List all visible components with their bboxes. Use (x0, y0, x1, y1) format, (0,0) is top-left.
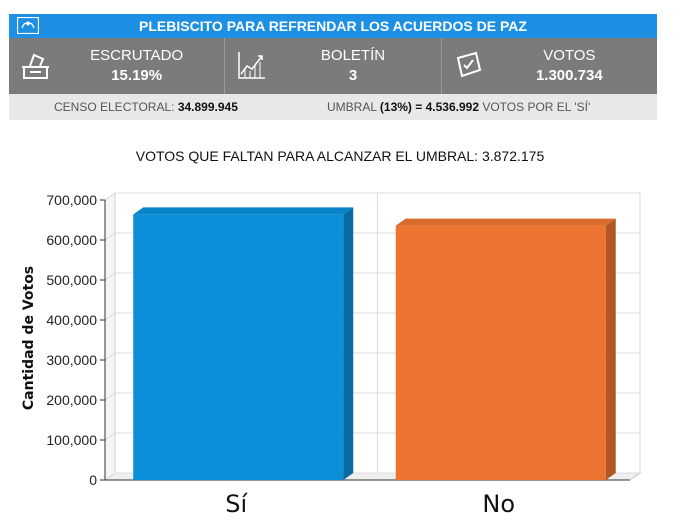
x-tick-label: Sí (225, 490, 248, 518)
gridline (104, 192, 640, 201)
x-tick-label: No (482, 490, 515, 518)
y-tick-label: 600,000 (46, 232, 97, 248)
vote-hand-icon (456, 51, 481, 78)
y-tick-label: 200,000 (46, 392, 97, 408)
census-info: CENSO ELECTORAL: 34.899.945 (54, 100, 238, 114)
stat-value: 3 (348, 67, 358, 84)
bar-side-0 (343, 207, 354, 480)
stat-votos: VOTOS 1.300.734 (440, 38, 657, 94)
page-title: PLEBISCITO PARA REFRENDAR LOS ACUERDOS D… (139, 18, 527, 34)
y-tick-label: 500,000 (46, 272, 97, 288)
y-tick-label: 300,000 (46, 352, 97, 368)
y-axis-title: Cantidad de Votos (21, 266, 37, 410)
bar-front-0 (133, 214, 344, 480)
chart-title: VOTOS QUE FALTAN PARA ALCANZAR EL UMBRAL… (135, 148, 545, 164)
stat-escrutado: ESCRUTADO 15.19% (9, 38, 224, 94)
census-value: 34.899.945 (177, 100, 238, 114)
census-label: CENSO ELECTORAL: (54, 100, 175, 114)
bar-side-1 (605, 218, 616, 480)
title-bar: PLEBISCITO PARA REFRENDAR LOS ACUERDOS D… (9, 14, 657, 38)
threshold-info: UMBRAL (13%) = 4.536.992 VOTOS POR EL 'S… (327, 100, 590, 114)
y-tick-label: 700,000 (46, 192, 97, 208)
bar-front-1 (395, 225, 606, 480)
threshold-label: UMBRAL (327, 100, 377, 114)
bar-top-0 (133, 207, 354, 215)
stats-bar: ESCRUTADO 15.19% BOLETÍN 3 VOTOS 1.300.7… (9, 38, 657, 94)
y-tick-label: 100,000 (46, 432, 97, 448)
line-chart-icon (238, 52, 266, 79)
stat-value: 15.19% (111, 67, 163, 84)
colombia-emblem-icon (17, 17, 39, 34)
bar-top-1 (395, 218, 616, 226)
threshold-value: (13%) = 4.536.992 (379, 100, 479, 114)
stat-label: BOLETÍN (320, 47, 386, 64)
y-tick-label: 400,000 (46, 312, 97, 328)
y-tick-label: 0 (89, 472, 97, 488)
stat-label: VOTOS (543, 47, 596, 64)
stat-boletin: BOLETÍN 3 (224, 38, 440, 94)
threshold-suffix: VOTOS POR EL 'SÍ' (482, 100, 591, 114)
stat-label: ESCRUTADO (90, 47, 184, 64)
ballot-box-icon (22, 53, 49, 79)
census-bar: CENSO ELECTORAL: 34.899.945 UMBRAL (13%)… (9, 94, 657, 120)
stat-value: 1.300.734 (535, 67, 603, 84)
